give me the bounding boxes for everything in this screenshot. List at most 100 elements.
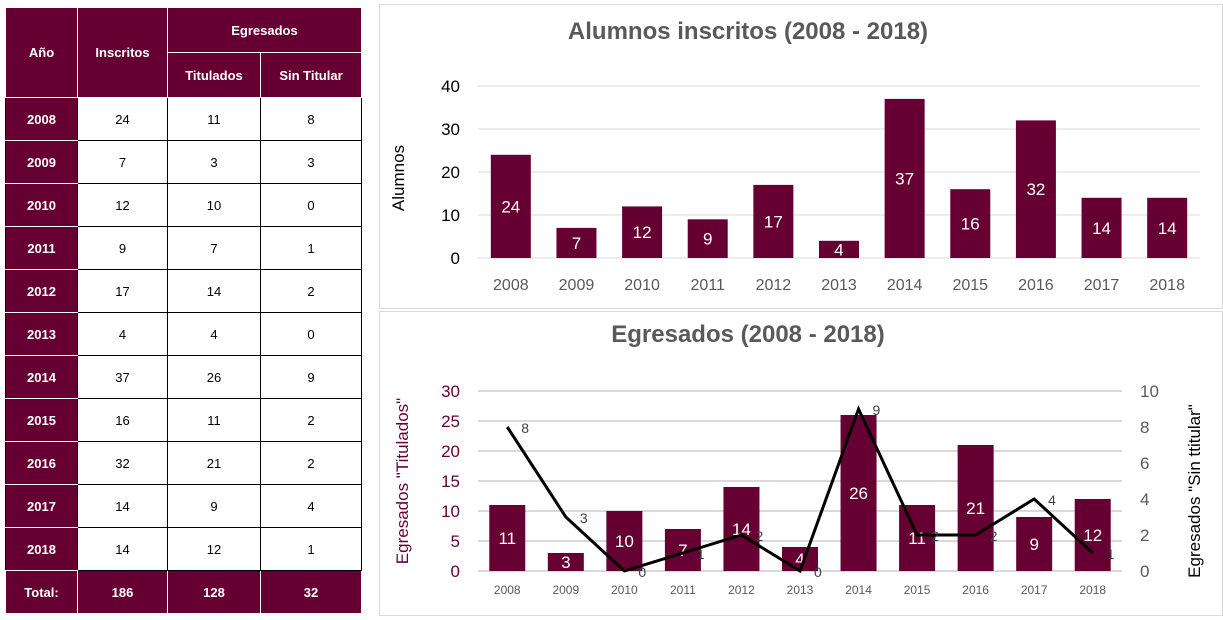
data-label: 14 xyxy=(1092,219,1111,238)
chart-title: Egresados (2008 - 2018) xyxy=(611,321,884,348)
untitled-cell: 1 xyxy=(260,527,362,571)
x-tick-label: 2010 xyxy=(611,583,638,597)
bar-data-label: 21 xyxy=(966,499,985,518)
table-row: 2009 7 3 3 xyxy=(5,140,362,184)
y-tick-label: 15 xyxy=(441,472,460,491)
titled-cell: 21 xyxy=(167,441,261,485)
y2-axis-label: Egresados "Sin ttitular" xyxy=(1185,404,1204,578)
data-table: Año Inscritos Egresados Titulados Sin Ti… xyxy=(5,7,362,614)
bar xyxy=(547,553,584,571)
bar-data-label: 12 xyxy=(1083,526,1102,545)
chart-title: Alumnos inscritos (2008 - 2018) xyxy=(568,18,928,45)
enrolled-cell: 17 xyxy=(77,269,168,313)
y2-tick-label: 2 xyxy=(1140,526,1149,545)
untitled-cell: 3 xyxy=(260,140,362,184)
year-cell: 2012 xyxy=(5,269,78,313)
line-data-label: 3 xyxy=(580,510,588,526)
x-tick-label: 2008 xyxy=(493,277,529,294)
titled-cell: 11 xyxy=(167,398,261,442)
x-tick-label: 2009 xyxy=(559,277,595,294)
bar-data-label: 10 xyxy=(615,532,634,551)
x-tick-label: 2017 xyxy=(1084,277,1120,294)
year-cell: 2016 xyxy=(5,441,78,485)
enrolled-cell: 4 xyxy=(77,312,168,356)
bar-data-label: 9 xyxy=(1029,535,1038,554)
enrolled-chart: Alumnos inscritos (2008 - 2018) 0 10 20 30 40… xyxy=(389,18,1200,294)
line-series xyxy=(506,405,1094,574)
total-titled: 128 xyxy=(167,570,261,614)
bar xyxy=(1016,517,1053,571)
year-cell: 2013 xyxy=(5,312,78,356)
data-label: 14 xyxy=(1158,219,1177,238)
data-label: 16 xyxy=(961,215,980,234)
graduates-chart: Egresados (2008 - 2018)05101520253002468… xyxy=(393,321,1204,597)
bar xyxy=(1147,197,1188,258)
enrolled-cell: 9 xyxy=(77,226,168,270)
y-tick-label: 30 xyxy=(441,120,460,139)
bar xyxy=(556,227,597,258)
x-tick-label: 2018 xyxy=(1079,583,1106,597)
bar-data-label: 4 xyxy=(795,550,804,569)
x-tick-label: 2016 xyxy=(962,583,989,597)
x-tick-label: 2016 xyxy=(1018,277,1054,294)
bar xyxy=(884,98,925,259)
enrolled-cell: 14 xyxy=(77,484,168,528)
enrolled-cell: 7 xyxy=(77,140,168,184)
y-tick-label: 25 xyxy=(441,412,460,431)
bar xyxy=(899,505,936,571)
y-tick-label: 5 xyxy=(451,532,460,551)
x-tick-label: 2015 xyxy=(904,583,931,597)
bar xyxy=(950,189,991,258)
header-untitled: Sin Titular xyxy=(260,52,362,98)
titled-cell: 7 xyxy=(167,226,261,270)
table-row: 2015 16 11 2 xyxy=(5,398,362,442)
x-tick-label: 2008 xyxy=(494,583,521,597)
untitled-cell: 4 xyxy=(260,484,362,528)
data-label: 37 xyxy=(895,169,914,188)
year-cell: 2018 xyxy=(5,527,78,571)
titled-cell: 26 xyxy=(167,355,261,399)
line-data-label: 4 xyxy=(1048,492,1056,508)
y-tick-label: 40 xyxy=(441,77,460,96)
untitled-cell: 8 xyxy=(260,97,362,141)
year-cell: 2008 xyxy=(5,97,78,141)
table-row: 2012 17 14 2 xyxy=(5,269,362,313)
x-tick-label: 2013 xyxy=(787,583,814,597)
x-tick-label: 2012 xyxy=(756,277,792,294)
line-data-label: 2 xyxy=(931,528,939,544)
data-label: 17 xyxy=(764,212,783,231)
x-tick-label: 2017 xyxy=(1021,583,1048,597)
bar xyxy=(490,154,531,258)
enrolled-cell: 24 xyxy=(77,97,168,141)
bar xyxy=(622,206,663,258)
total-row: Total: 186 128 32 xyxy=(5,570,362,614)
data-label: 24 xyxy=(501,197,520,216)
y2-tick-label: 0 xyxy=(1140,562,1149,581)
y-tick-label: 20 xyxy=(441,163,460,182)
y-tick-label: 30 xyxy=(441,382,460,401)
x-tick-label: 2018 xyxy=(1149,277,1185,294)
line-data-label: 0 xyxy=(638,564,646,580)
data-label: 9 xyxy=(703,230,712,249)
x-tick-label: 2015 xyxy=(952,277,988,294)
untitled-cell: 2 xyxy=(260,441,362,485)
table-row: 2008 24 11 8 xyxy=(5,97,362,141)
table-row: 2017 14 9 4 xyxy=(5,484,362,528)
year-cell: 2011 xyxy=(5,226,78,270)
bar xyxy=(819,240,859,258)
table-row: 2011 9 7 1 xyxy=(5,226,362,270)
titled-cell: 4 xyxy=(167,312,261,356)
line-data-label: 2 xyxy=(990,528,998,544)
titled-cell: 12 xyxy=(167,527,261,571)
x-tick-label: 2013 xyxy=(821,277,857,294)
total-untitled: 32 xyxy=(260,570,362,614)
year-cell: 2017 xyxy=(5,484,78,528)
y-tick-label: 0 xyxy=(451,562,460,581)
untitled-cell: 0 xyxy=(260,183,362,227)
enrolled-chart-panel: Alumnos inscritos (2008 - 2018) 0 10 20 30 40… xyxy=(379,4,1223,309)
enrolled-cell: 14 xyxy=(77,527,168,571)
graduates-chart-panel: Egresados (2008 - 2018) 0 5 10 15 20 25 30 0 2 4 6 8… xyxy=(379,311,1223,616)
bar-data-label: 7 xyxy=(678,541,687,560)
header-graduates: Egresados xyxy=(167,7,362,53)
y2-tick-label: 8 xyxy=(1140,418,1149,437)
